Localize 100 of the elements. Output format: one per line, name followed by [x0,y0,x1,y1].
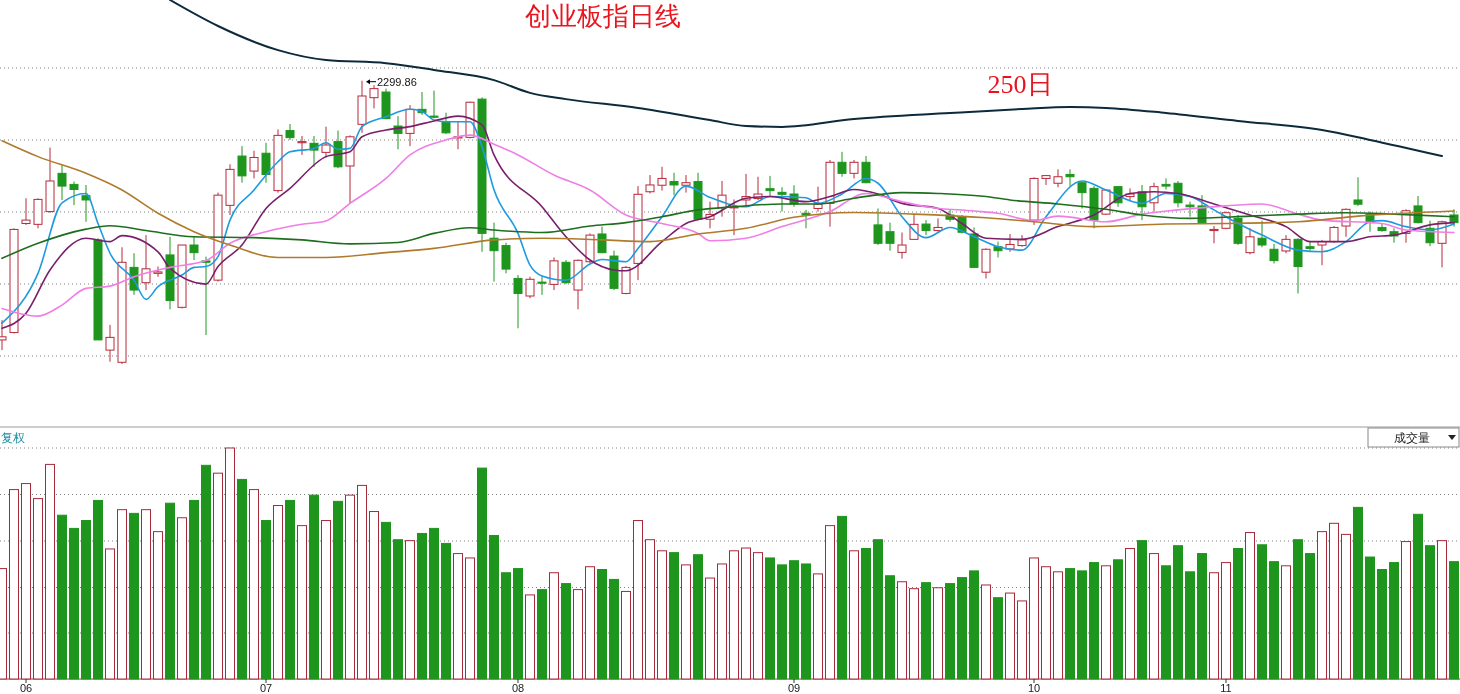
candlestick [837,151,847,178]
candlestick [1245,227,1255,255]
bar [1305,553,1315,680]
candlestick [897,232,907,260]
bar [309,494,319,680]
candlestick [561,259,571,285]
bar [1197,553,1207,680]
text: 复权 [1,431,25,445]
candlestick [81,184,91,223]
bar [237,478,247,680]
bar [1377,569,1387,680]
candlestick [429,90,439,119]
candlestick [249,150,259,179]
candlestick [153,266,163,278]
bar [609,578,619,680]
candlestick [1305,241,1315,253]
candlestick [201,256,211,336]
candlestick [489,222,499,283]
bar [765,557,775,680]
x-tick-label: 06 [19,682,33,694]
candlestick [501,242,511,274]
x-tick-label: 10 [1027,682,1041,694]
candlestick [261,142,271,184]
candlestick [657,166,667,192]
bar [861,547,871,680]
candlestick [849,159,859,179]
bar [201,464,211,680]
bar [93,499,103,680]
bar [1353,506,1363,680]
bar [477,467,487,680]
bar [1293,539,1303,680]
candlestick [237,145,247,184]
candlestick [1209,225,1219,244]
candlestick [1317,239,1327,266]
bar [837,515,847,680]
candlestick [1041,174,1051,186]
candlestick [21,197,31,226]
bar [1425,545,1435,680]
candlestick [525,276,535,299]
candlestick [777,186,787,213]
bar [1413,513,1423,680]
bar [1077,570,1087,680]
bar [945,583,955,680]
bar [165,502,175,680]
bar [777,564,787,680]
candlestick [321,126,331,158]
candlestick [1053,168,1063,188]
candlestick [669,172,679,196]
bar [417,532,427,680]
candlestick [933,217,943,233]
bar [57,514,67,680]
bar [381,521,391,680]
bar [1389,562,1399,680]
bar [1449,561,1459,680]
bar [1137,540,1147,680]
candlestick [981,247,991,279]
annotation: 2299.86 [377,75,417,88]
bar [501,572,511,680]
bar [261,520,271,680]
candlestick [873,207,883,246]
candlestick [1257,220,1267,248]
candlestick [1077,181,1087,209]
candlestick [1161,177,1171,190]
bar [489,535,499,680]
bar [1365,556,1375,680]
candlestick [681,174,691,194]
bar [957,577,967,680]
bar [69,527,79,680]
bar [969,570,979,680]
candlestick [537,276,547,296]
candlestick [765,175,775,198]
bar [1065,568,1075,680]
x-tick-label: 09 [787,682,801,694]
bar [333,500,343,680]
bar [1185,571,1195,680]
bar [1257,544,1267,680]
chart-title: 创业板指日线 [525,2,681,31]
bar [189,499,199,680]
candlestick [1353,176,1363,207]
bar [1161,565,1171,680]
candlestick [189,236,199,261]
candlestick [645,174,655,194]
bar [537,589,547,680]
series-label: 250日 [987,70,1053,100]
bar [1113,559,1123,680]
candlestick [285,123,295,141]
bar [81,520,91,680]
bar [921,582,931,680]
candlestick [105,324,115,363]
bar [441,542,451,680]
bar [1173,545,1183,680]
candlestick [885,222,895,252]
candlestick [1377,222,1387,233]
candlestick [369,84,379,109]
bar [129,512,139,680]
candlestick [597,226,607,254]
bar [693,554,703,680]
bar [561,583,571,680]
candlestick [57,164,67,201]
candlestick [1269,243,1279,264]
